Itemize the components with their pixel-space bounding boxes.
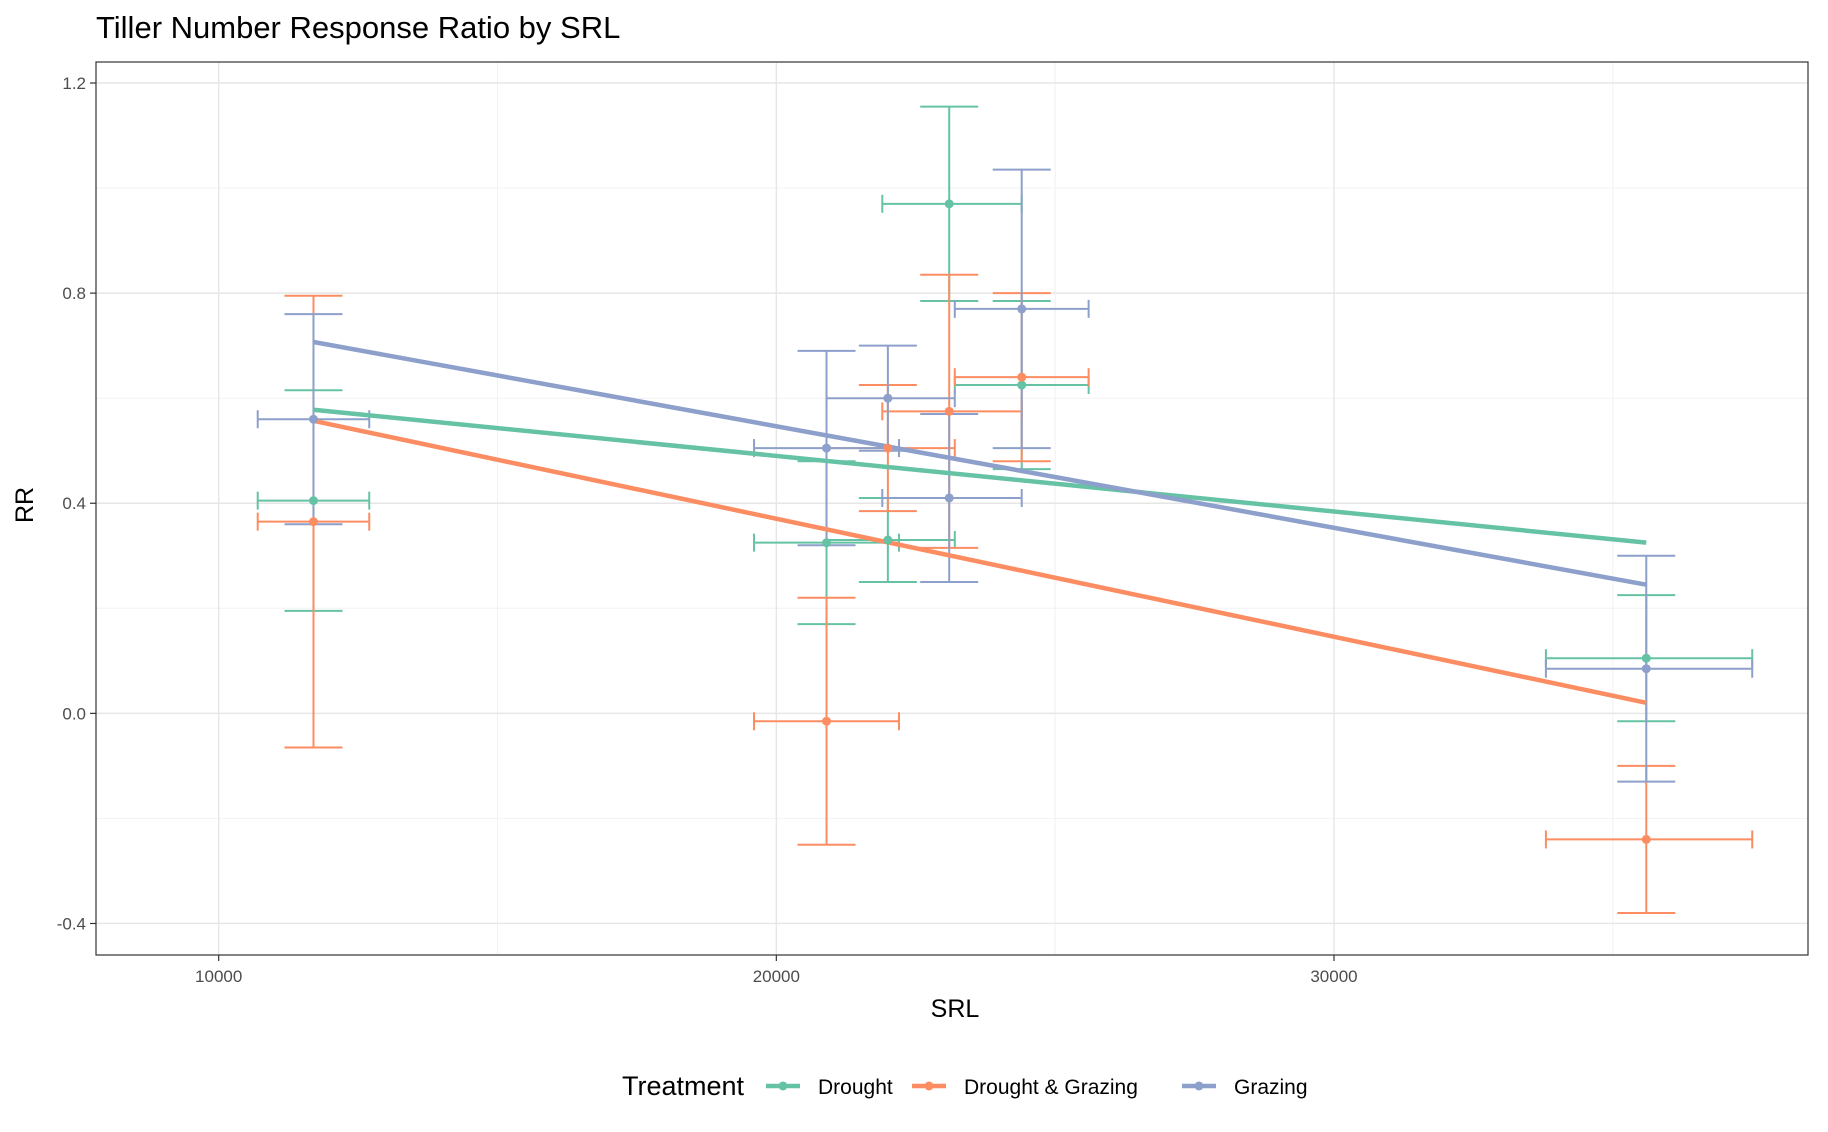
data-point — [822, 716, 832, 726]
data-point — [308, 517, 318, 527]
x-tick-label: 30000 — [1310, 967, 1357, 986]
y-tick-label: 1.2 — [62, 74, 86, 93]
y-tick-label: -0.4 — [57, 914, 86, 933]
legend-key-point — [1194, 1081, 1204, 1091]
grid-layer — [96, 62, 1808, 955]
x-axis-title: SRL — [931, 995, 980, 1023]
data-point — [883, 393, 893, 403]
data-point — [308, 414, 318, 424]
legend-label: Grazing — [1234, 1076, 1308, 1099]
trend-line — [313, 407, 1647, 545]
y-tick-label: 0.0 — [62, 704, 86, 723]
y-axis-title: RR — [11, 487, 39, 523]
y-tick-label: 0.4 — [62, 494, 86, 513]
legend-key-point — [778, 1081, 788, 1091]
data-point — [944, 199, 954, 209]
data-point — [1017, 380, 1027, 390]
x-tick-label: 10000 — [195, 967, 242, 986]
data-point — [1017, 304, 1027, 314]
legend-key-point — [924, 1081, 934, 1091]
y-tick-label: 0.8 — [62, 284, 86, 303]
data-point — [883, 443, 893, 453]
legend: Treatment Drought Drought & Grazing Grazing — [622, 1071, 1308, 1101]
chart-title: Tiller Number Response Ratio by SRL — [96, 10, 620, 45]
legend-label: Drought — [818, 1076, 893, 1099]
data-point — [1641, 653, 1651, 663]
data-point — [822, 538, 832, 548]
data-point — [1641, 834, 1651, 844]
trend-line — [313, 339, 1647, 587]
data-point — [1641, 664, 1651, 674]
x-tick-label: 20000 — [753, 967, 800, 986]
axis-layer: 10000 20000 30000 -0.4 0.0 0.4 0.8 1.2 — [57, 74, 1358, 986]
data-layer — [256, 105, 1754, 914]
legend-label: Drought & Grazing — [964, 1076, 1138, 1099]
data-point — [1017, 372, 1027, 382]
plot-panel-border — [95, 61, 1809, 956]
trend-line — [313, 418, 1647, 706]
data-point — [944, 406, 954, 416]
data-point — [822, 443, 832, 453]
plot-panel-background — [96, 62, 1808, 955]
data-point — [308, 496, 318, 506]
data-point — [944, 493, 954, 503]
data-point — [883, 535, 893, 545]
legend-title: Treatment — [622, 1071, 745, 1101]
